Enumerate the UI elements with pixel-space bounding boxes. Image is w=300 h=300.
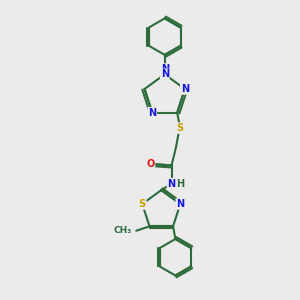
Text: S: S [139,199,146,209]
Text: H: H [176,178,184,189]
Text: S: S [176,123,183,133]
Text: N: N [148,108,156,118]
Text: N: N [181,84,189,94]
Text: CH₃: CH₃ [114,226,132,235]
Text: N: N [161,64,169,74]
Text: O: O [146,159,154,169]
Text: N: N [167,178,176,189]
Text: N: N [176,199,184,209]
Text: N: N [161,69,169,79]
